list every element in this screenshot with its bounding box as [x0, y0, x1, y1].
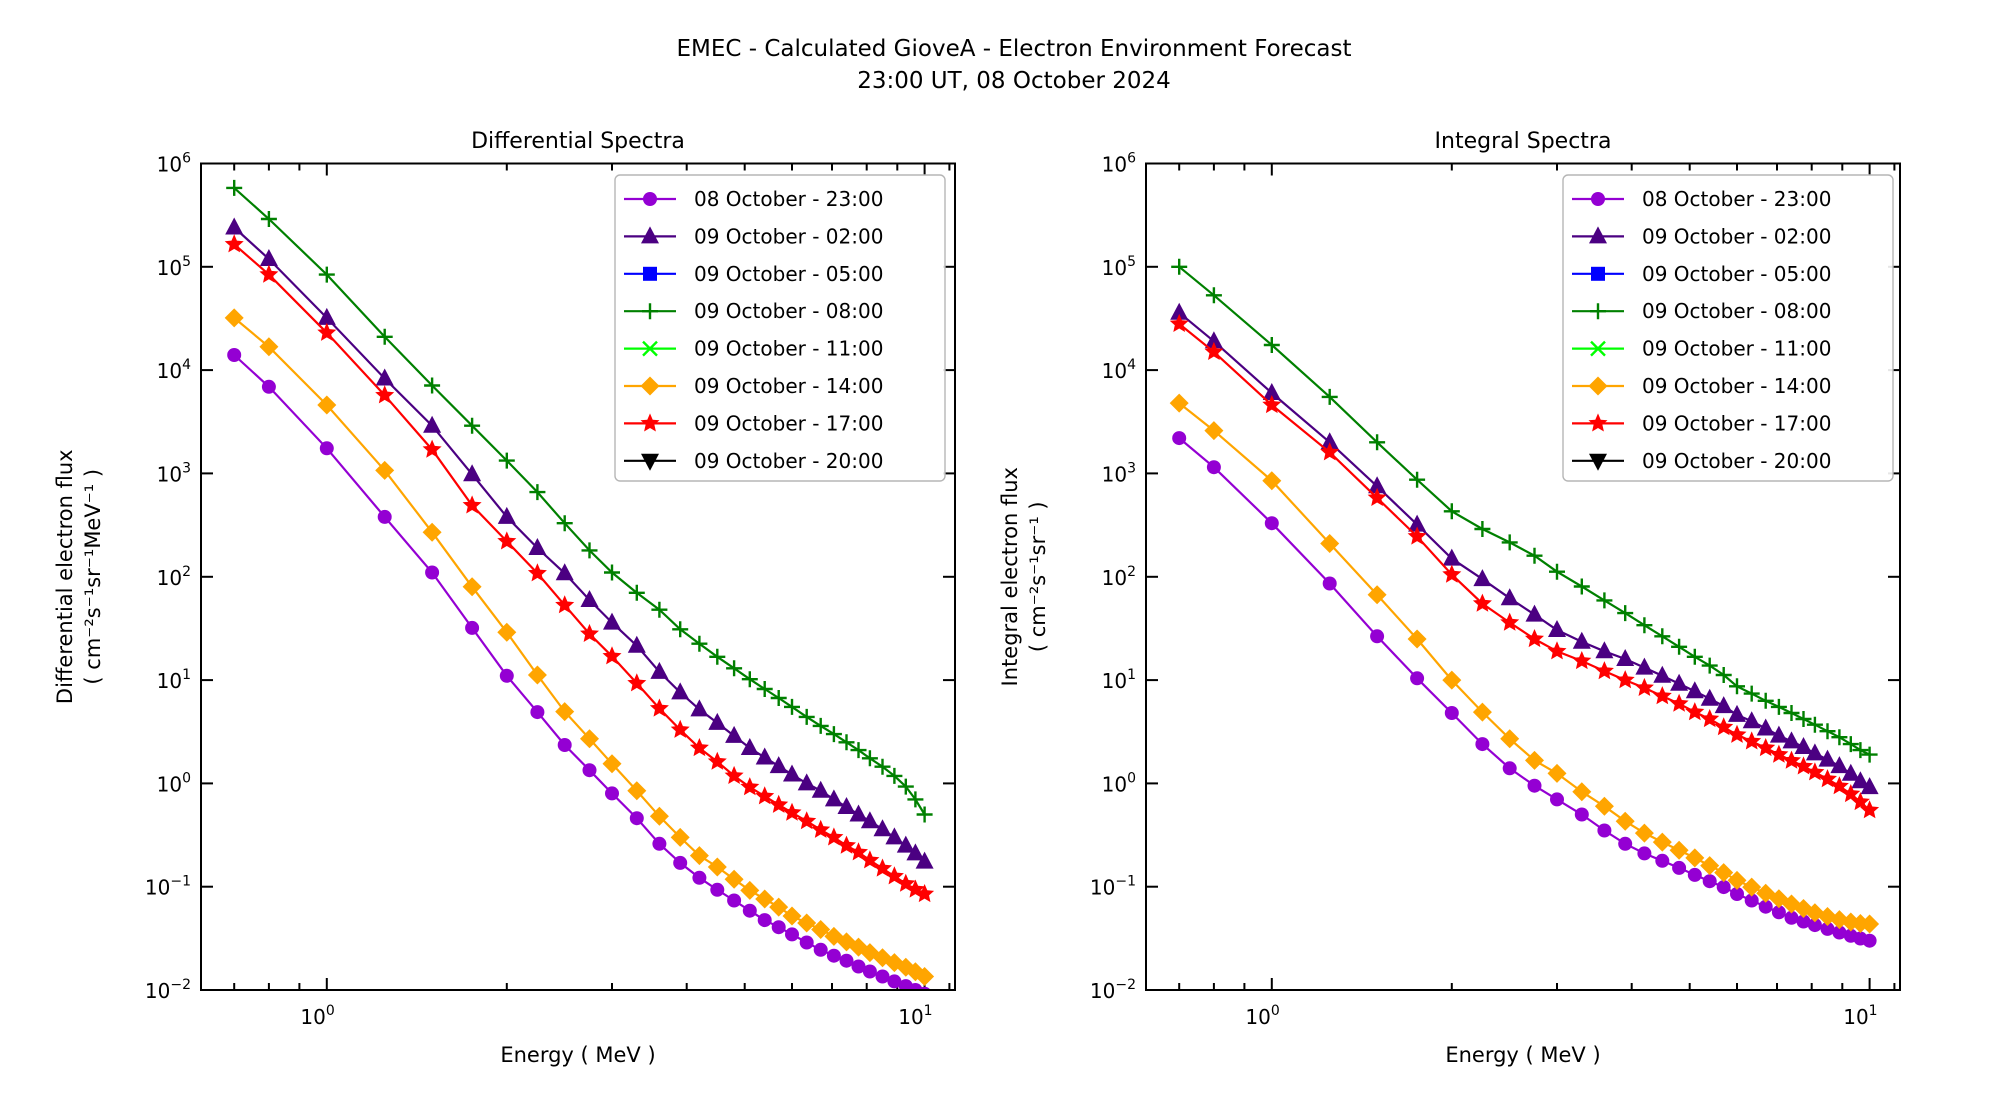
legend-item: 09 October - 17:00: [1572, 411, 1831, 435]
legend-item: 08 October - 23:00: [1572, 187, 1831, 211]
svg-text:104: 104: [157, 357, 191, 383]
legend-label: 09 October - 05:00: [1642, 262, 1831, 286]
svg-text:100: 100: [1245, 1003, 1279, 1029]
series-08-october---23-00: [1172, 431, 1877, 948]
svg-text:106: 106: [157, 151, 191, 177]
legend-label: 09 October - 14:00: [1642, 374, 1831, 398]
legend-label: 09 October - 11:00: [1642, 337, 1831, 361]
figure-suptitle-line1: EMEC - Calculated GioveA - Electron Envi…: [676, 36, 1352, 62]
legend-label: 08 October - 23:00: [694, 187, 883, 211]
plot-title: Integral Spectra: [1435, 129, 1612, 154]
series-curves: [1169, 258, 1880, 948]
y-axis-label-line1: Differential electron flux: [53, 449, 77, 704]
series-09-october---14-00: [1169, 393, 1880, 934]
svg-text:10−2: 10−2: [1090, 977, 1136, 1003]
legend-label: 09 October - 02:00: [694, 224, 883, 248]
svg-text:103: 103: [157, 460, 191, 486]
legend-label: 09 October - 17:00: [694, 411, 883, 435]
svg-text:105: 105: [157, 254, 191, 280]
series-09-october---02-00: [225, 217, 934, 869]
legend: 08 October - 23:00 09 October - 02:00 09 O…: [614, 174, 946, 482]
svg-text:100: 100: [157, 770, 191, 796]
x-axis-label: Energy ( MeV ): [500, 1043, 655, 1067]
legend-label: 09 October - 14:00: [694, 374, 883, 398]
x-axis-label: Energy ( MeV ): [1445, 1043, 1600, 1067]
legend-item: 09 October - 11:00: [1572, 337, 1831, 361]
svg-text:104: 104: [1102, 357, 1136, 383]
plot-title: Differential Spectra: [471, 129, 685, 154]
legend-item: 09 October - 05:00: [1572, 262, 1831, 286]
legend-item: 09 October - 08:00: [624, 299, 883, 323]
svg-text:105: 105: [1102, 254, 1136, 280]
legend-item: 09 October - 02:00: [1572, 224, 1831, 248]
legend-label: 09 October - 20:00: [1642, 449, 1831, 473]
svg-text:102: 102: [157, 564, 191, 590]
axes-spines: [200, 162, 956, 991]
svg-text:100: 100: [1102, 770, 1136, 796]
series-08-october---23-00: [227, 348, 931, 990]
y-axis-label-line1: Integral electron flux: [998, 467, 1022, 686]
figure-suptitle-line2: 23:00 UT, 08 October 2024: [857, 68, 1171, 94]
series-09-october---08-00: [226, 179, 933, 823]
y-axis-label-line2: ( cm⁻²s⁻¹sr⁻¹MeV⁻¹ ): [81, 469, 105, 685]
svg-text:10−1: 10−1: [145, 874, 191, 900]
axes-spines: [1145, 162, 1901, 991]
legend-label: 09 October - 08:00: [1642, 299, 1831, 323]
legend-item: 09 October - 11:00: [624, 337, 883, 361]
series-curves: [224, 179, 935, 990]
svg-text:106: 106: [1102, 151, 1136, 177]
legend-item: 09 October - 17:00: [624, 411, 883, 435]
svg-text:101: 101: [1102, 667, 1136, 693]
series-09-october---17-00: [224, 234, 935, 903]
legend-item: 08 October - 23:00: [624, 187, 883, 211]
legend-label: 08 October - 23:00: [1642, 187, 1831, 211]
legend-item: 09 October - 14:00: [1572, 374, 1831, 398]
differential-spectra-plot: 106 105 104 103 102 101 100 10−1 10−2 100 101 Diffe…: [53, 129, 956, 1067]
svg-text:101: 101: [157, 667, 191, 693]
svg-text:101: 101: [898, 1003, 932, 1029]
svg-text:10−2: 10−2: [145, 977, 191, 1003]
legend-item: 09 October - 05:00: [624, 262, 883, 286]
svg-text:103: 103: [1102, 460, 1136, 486]
series-09-october---14-00: [224, 308, 935, 986]
svg-text:10−1: 10−1: [1090, 874, 1136, 900]
legend-label: 09 October - 02:00: [1642, 224, 1831, 248]
legend-label: 09 October - 20:00: [694, 449, 883, 473]
legend-item: 09 October - 20:00: [624, 449, 883, 473]
legend-label: 09 October - 08:00: [694, 299, 883, 323]
legend-label: 09 October - 17:00: [1642, 411, 1831, 435]
legend: 08 October - 23:00 09 October - 02:00 09 O…: [1562, 174, 1894, 482]
legend-item: 09 October - 14:00: [624, 374, 883, 398]
legend-item: 09 October - 08:00: [1572, 299, 1831, 323]
series-09-october---02-00: [1170, 302, 1879, 795]
legend-label: 09 October - 05:00: [694, 262, 883, 286]
legend-label: 09 October - 11:00: [694, 337, 883, 361]
legend-item: 09 October - 20:00: [1572, 449, 1831, 473]
y-axis-label-line2: ( cm⁻²s⁻¹sr⁻¹ ): [1026, 501, 1050, 652]
svg-text:102: 102: [1102, 564, 1136, 590]
integral-spectra-plot: 106 105 104 103 102 101 100 10−1 10−2 100 101 Integ…: [998, 129, 1901, 1067]
series-09-october---08-00: [1171, 258, 1878, 763]
svg-text:100: 100: [300, 1003, 334, 1029]
svg-text:101: 101: [1843, 1003, 1877, 1029]
series-09-october---17-00: [1169, 313, 1880, 819]
legend-item: 09 October - 02:00: [624, 224, 883, 248]
